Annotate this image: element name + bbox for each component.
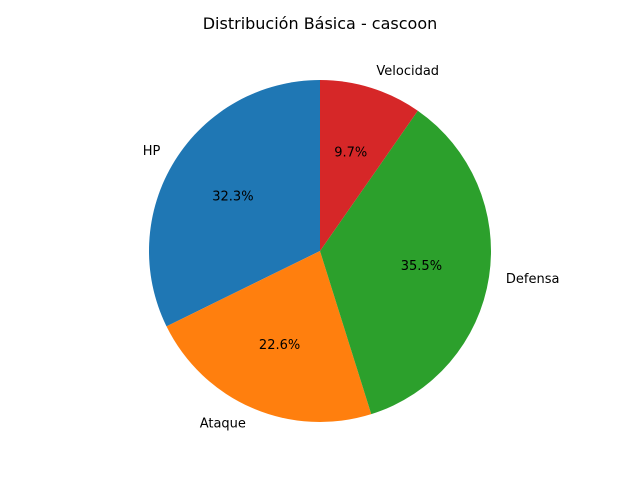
percent-label-hp: 32.3% (212, 189, 253, 204)
percent-label-ataque: 22.6% (259, 338, 300, 353)
percent-label-defensa: 35.5% (401, 259, 442, 274)
pie-slice-velocidad (320, 80, 418, 251)
category-label-ataque: Ataque (200, 416, 246, 431)
category-label-defensa: Defensa (506, 272, 560, 287)
pie-slice-ataque (166, 251, 372, 422)
pie-slices (149, 80, 491, 422)
pie-slice-hp (149, 80, 320, 327)
category-label-velocidad: Velocidad (376, 64, 439, 79)
percent-label-velocidad: 9.7% (334, 146, 367, 161)
category-labels: HP Ataque Defensa Velocidad (143, 64, 560, 431)
category-label-hp: HP (143, 144, 161, 159)
chart-title: Distribución Básica - cascoon (203, 14, 438, 33)
pie-slice-defensa (320, 110, 491, 415)
percent-labels: 32.3% 22.6% 35.5% 9.7% (212, 146, 442, 353)
